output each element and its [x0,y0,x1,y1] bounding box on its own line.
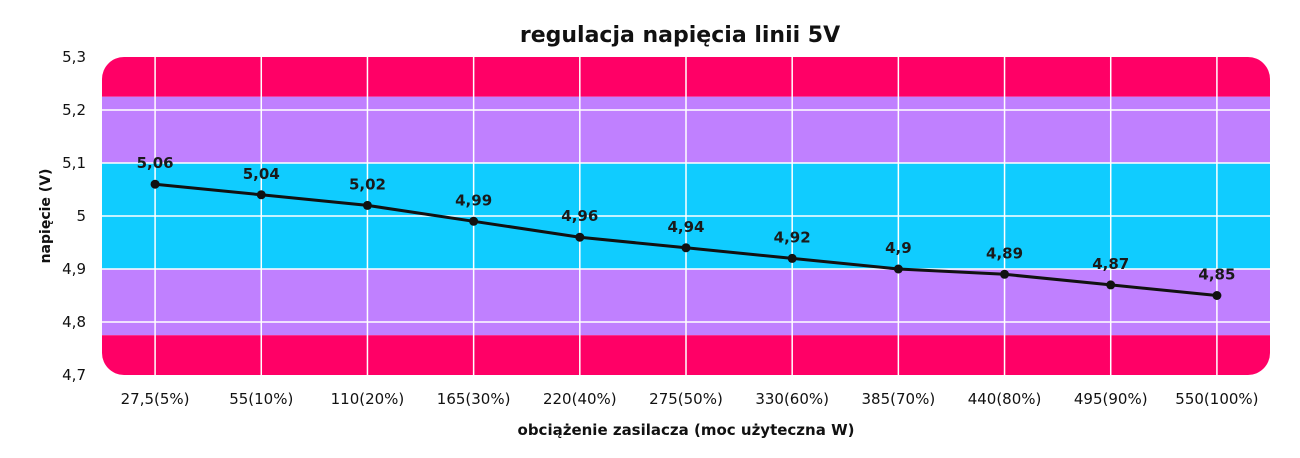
x-tick-label: 275(50%) [649,390,723,408]
x-tick-label: 495(90%) [1074,390,1148,408]
data-label: 4,85 [1198,266,1235,284]
data-label: 4,9 [885,239,912,257]
data-label: 4,92 [774,228,811,246]
data-point [469,216,479,226]
x-tick-label: 385(70%) [862,390,936,408]
data-point [681,243,691,253]
data-label: 4,96 [561,207,598,225]
data-label: 4,99 [455,191,492,209]
data-label: 4,94 [667,218,704,236]
x-tick-label: 440(80%) [968,390,1042,408]
data-point [362,200,372,210]
data-point [787,253,797,263]
data-point [1106,280,1116,290]
y-tick-label: 5,2 [62,101,86,119]
data-label: 5,02 [349,175,386,193]
data-point [1212,291,1222,300]
data-label: 4,89 [986,244,1023,262]
data-label: 5,04 [243,165,280,183]
data-point [256,190,266,200]
x-tick-label: 27,5(5%) [121,390,190,408]
data-label: 4,87 [1092,255,1129,273]
data-label: 5,06 [137,154,174,172]
x-tick-label: 550(100%) [1175,390,1258,408]
x-axis-label: obciążenie zasilacza (moc użyteczna W) [518,421,855,439]
x-tick-label: 55(10%) [229,390,293,408]
x-tick-label: 330(60%) [755,390,829,408]
chart-title: regulacja napięcia linii 5V [520,23,840,48]
data-point [1000,269,1010,279]
y-axis-label: napięcie (V) [38,169,54,264]
y-tick-label: 5 [76,207,86,225]
y-tick-label: 5,1 [62,154,86,172]
y-tick-label: 4,8 [62,313,86,331]
y-tick-label: 5,3 [62,48,86,66]
x-tick-label: 110(20%) [331,390,405,408]
x-tick-label: 165(30%) [437,390,511,408]
y-tick-label: 4,9 [62,260,86,278]
x-tick-label: 220(40%) [543,390,617,408]
y-tick-label: 4,7 [62,366,86,384]
data-point [150,179,160,189]
data-point [893,264,903,274]
data-point [575,232,585,242]
